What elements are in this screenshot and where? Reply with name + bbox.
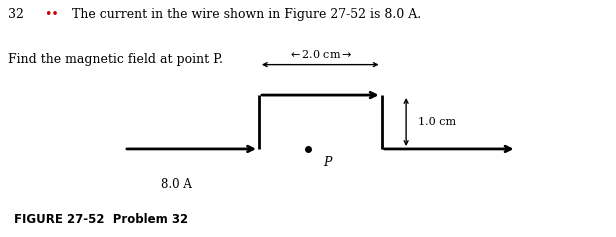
Text: Find the magnetic field at point P.: Find the magnetic field at point P. bbox=[7, 53, 222, 66]
Text: $\leftarrow$2.0 cm$\rightarrow$: $\leftarrow$2.0 cm$\rightarrow$ bbox=[288, 48, 352, 60]
Text: ••: •• bbox=[44, 9, 59, 21]
Text: FIGURE 27-52  Problem 32: FIGURE 27-52 Problem 32 bbox=[14, 213, 188, 226]
Text: 8.0 A: 8.0 A bbox=[161, 178, 192, 191]
Text: 1.0 cm: 1.0 cm bbox=[418, 117, 456, 127]
Text: P: P bbox=[323, 156, 331, 169]
Text: 32: 32 bbox=[7, 9, 23, 21]
Text: The current in the wire shown in Figure 27-52 is 8.0 A.: The current in the wire shown in Figure … bbox=[72, 9, 421, 21]
